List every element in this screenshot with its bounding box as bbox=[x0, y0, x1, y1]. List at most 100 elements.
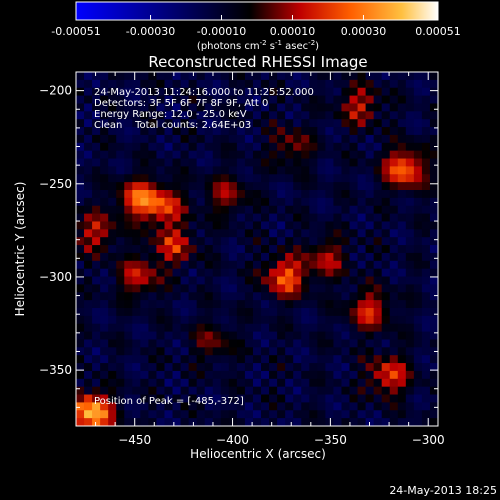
heatmap-cell bbox=[140, 134, 149, 144]
heatmap-cell bbox=[373, 190, 383, 199]
heatmap-cell bbox=[293, 229, 302, 238]
heatmap-cell bbox=[124, 205, 133, 214]
heatmap-cell bbox=[148, 134, 157, 144]
heatmap-cell bbox=[301, 315, 310, 325]
heatmap-cell bbox=[413, 410, 423, 419]
heatmap-cell bbox=[277, 339, 286, 348]
heatmap-cell bbox=[397, 410, 407, 419]
heatmap-cell bbox=[252, 229, 262, 238]
heatmap-cell bbox=[172, 229, 181, 238]
heatmap-cell bbox=[333, 229, 342, 238]
heatmap-cell bbox=[429, 260, 439, 270]
heatmap-cell bbox=[156, 103, 165, 112]
heatmap-cell bbox=[172, 394, 181, 403]
heatmap-cell bbox=[301, 292, 310, 301]
heatmap-cell bbox=[357, 237, 366, 246]
heatmap-cell bbox=[252, 221, 262, 230]
heatmap-cell bbox=[204, 166, 214, 175]
heatmap-cell bbox=[124, 315, 133, 325]
heatmap-cell bbox=[269, 347, 278, 356]
heatmap-cell bbox=[405, 300, 415, 309]
heatmap-cell bbox=[76, 229, 85, 238]
heatmap-cell bbox=[309, 142, 318, 152]
heatmap-cell bbox=[421, 127, 431, 136]
heatmap-cell bbox=[261, 260, 270, 270]
heatmap-cell bbox=[212, 276, 222, 285]
heatmap-cell bbox=[244, 378, 254, 388]
heatmap-cell bbox=[204, 370, 214, 380]
heatmap-cell bbox=[204, 127, 214, 136]
heatmap-cell bbox=[124, 300, 133, 309]
heatmap-cell bbox=[92, 308, 101, 317]
heatmap-cell bbox=[381, 331, 391, 340]
heatmap-cell bbox=[317, 127, 326, 136]
heatmap-cell bbox=[285, 418, 294, 427]
heatmap-cell bbox=[180, 331, 190, 340]
heatmap-cell bbox=[220, 72, 230, 81]
heatmap-cell bbox=[357, 111, 366, 120]
heatmap-cell bbox=[421, 331, 431, 340]
heatmap-cell bbox=[405, 363, 415, 372]
heatmap-cell bbox=[373, 370, 383, 380]
heatmap-cell bbox=[285, 127, 294, 136]
heatmap-cell bbox=[373, 402, 383, 411]
heatmap-cell bbox=[357, 260, 366, 270]
heatmap-cell bbox=[317, 221, 326, 230]
heatmap-cell bbox=[397, 323, 407, 332]
heatmap-cell bbox=[357, 205, 366, 214]
heatmap-cell bbox=[156, 323, 165, 332]
heatmap-cell bbox=[236, 229, 246, 238]
heatmap-cell bbox=[164, 394, 173, 403]
heatmap-cell bbox=[212, 331, 222, 340]
heatmap-cell bbox=[132, 363, 141, 372]
heatmap-cell bbox=[164, 315, 173, 325]
heatmap-cell bbox=[341, 197, 350, 207]
heatmap-cell bbox=[365, 229, 375, 238]
heatmap-cell bbox=[156, 87, 165, 96]
heatmap-cell bbox=[172, 182, 181, 191]
heatmap-cell bbox=[421, 166, 431, 175]
heatmap-cell bbox=[172, 158, 181, 167]
heatmap-cell bbox=[116, 323, 125, 332]
heatmap-cell bbox=[92, 252, 101, 262]
heatmap-cell bbox=[381, 95, 391, 104]
heatmap-cell bbox=[341, 182, 350, 191]
heatmap-cell bbox=[389, 323, 399, 332]
heatmap-cell bbox=[381, 72, 391, 81]
heatmap-cell bbox=[325, 276, 334, 285]
heatmap-cell bbox=[269, 355, 278, 364]
heatmap-cell bbox=[373, 142, 383, 152]
heatmap-cell bbox=[108, 87, 117, 96]
heatmap-cell bbox=[333, 284, 342, 293]
heatmap-cell bbox=[156, 308, 165, 317]
heatmap-cell bbox=[397, 260, 407, 270]
heatmap-cell bbox=[309, 370, 318, 380]
heatmap-cell bbox=[84, 378, 93, 388]
heatmap-cell bbox=[156, 378, 165, 388]
heatmap-cell bbox=[349, 268, 358, 277]
heatmap-cell bbox=[285, 95, 294, 104]
heatmap-cell bbox=[212, 205, 222, 214]
heatmap-cell bbox=[220, 268, 230, 277]
heatmap-cell bbox=[277, 260, 286, 270]
heatmap-cell bbox=[156, 347, 165, 356]
heatmap-cell bbox=[333, 190, 342, 199]
heatmap-cell bbox=[261, 142, 270, 152]
y-tick-label: −300 bbox=[39, 270, 72, 284]
heatmap-cell bbox=[84, 95, 93, 104]
colorbar-frame bbox=[75, 1, 439, 21]
heatmap-cell bbox=[116, 292, 125, 301]
heatmap-cell bbox=[132, 386, 141, 395]
heatmap-cell bbox=[196, 292, 206, 301]
heatmap-cell bbox=[293, 370, 302, 380]
heatmap-cell bbox=[92, 142, 101, 152]
heatmap-cell bbox=[84, 292, 93, 301]
heatmap-cell bbox=[180, 410, 190, 419]
heatmap-cell bbox=[100, 87, 109, 96]
heatmap-cell bbox=[397, 292, 407, 301]
heatmap-cell bbox=[76, 166, 85, 175]
heatmap-cell bbox=[132, 174, 141, 183]
heatmap-cell bbox=[140, 197, 149, 207]
heatmap-cell bbox=[261, 190, 270, 199]
heatmap-cell bbox=[76, 268, 85, 277]
